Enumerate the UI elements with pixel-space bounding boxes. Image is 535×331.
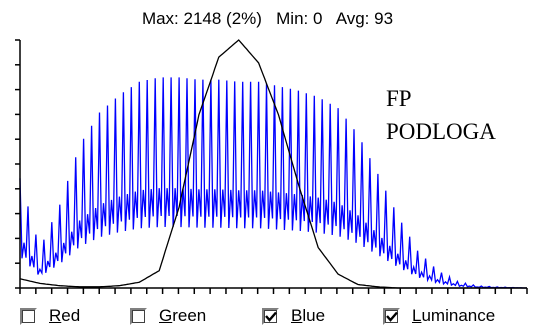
blue-series-line xyxy=(19,77,527,289)
min-value: 0 xyxy=(312,9,323,28)
red-checkbox-box[interactable] xyxy=(20,307,37,325)
max-label: Max: xyxy=(141,9,179,28)
green-checkbox-box[interactable] xyxy=(130,307,147,325)
avg-label: Avg: xyxy=(335,9,370,28)
checkmark-icon xyxy=(265,311,277,322)
min-label: Min: xyxy=(276,9,309,28)
green-checkbox-label: Green xyxy=(159,306,207,325)
annotation-line-1: FP xyxy=(386,86,412,111)
blue-checkbox-box[interactable] xyxy=(262,307,279,325)
green-checkbox[interactable]: Green xyxy=(130,305,206,327)
image-annotation: FP PODLOGA xyxy=(386,82,496,148)
blue-checkbox-label: Blue xyxy=(291,306,326,325)
luminance-checkbox-box[interactable] xyxy=(383,307,400,325)
y-axis-ticks xyxy=(15,39,20,289)
luminance-checkbox[interactable]: Luminance xyxy=(383,305,495,327)
max-value: 2148 (2%) xyxy=(183,9,262,28)
red-checkbox-label: Red xyxy=(49,306,81,325)
histogram-stats: Max: 2148 (2%) Min: 0 Avg: 93 xyxy=(0,9,535,29)
annotation-line-2: PODLOGA xyxy=(386,119,496,144)
blue-series-path xyxy=(19,77,527,289)
avg-value: 93 xyxy=(374,9,394,28)
luminance-checkbox-label: Luminance xyxy=(412,306,496,325)
checkmark-icon xyxy=(386,311,398,322)
red-checkbox[interactable]: Red xyxy=(20,305,80,327)
blue-checkbox[interactable]: Blue xyxy=(262,305,325,327)
x-axis-ticks xyxy=(19,288,528,294)
